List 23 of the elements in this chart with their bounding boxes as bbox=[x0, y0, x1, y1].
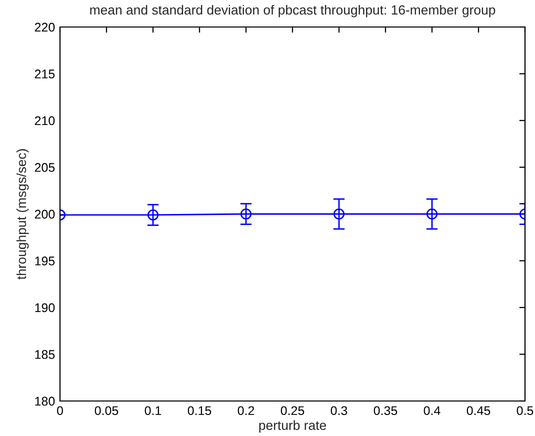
x-tick-label: 0.35 bbox=[374, 406, 398, 416]
x-tick-label: 0.25 bbox=[280, 406, 304, 416]
x-tick-label: 0.05 bbox=[94, 406, 118, 416]
x-tick-label: 0.15 bbox=[188, 406, 212, 416]
x-tick-label: 0.1 bbox=[144, 406, 162, 416]
y-tick-label: 190 bbox=[35, 303, 55, 312]
x-tick-label: 0.45 bbox=[466, 406, 490, 416]
x-tick-label: 0.5 bbox=[516, 406, 534, 416]
y-tick-label: 205 bbox=[34, 163, 55, 172]
y-axis-title: throughput (msgs/sec) bbox=[16, 149, 29, 280]
x-tick-label: 0.2 bbox=[238, 406, 254, 416]
x-axis-title: perturb rate bbox=[259, 420, 326, 433]
y-tick-label: 180 bbox=[35, 396, 55, 406]
y-tick-label: 200 bbox=[34, 210, 55, 219]
y-tick-label: 220 bbox=[34, 22, 55, 32]
x-tick-label: 0.3 bbox=[330, 406, 348, 416]
y-tick-label: 215 bbox=[34, 70, 55, 78]
y-tick-label: 185 bbox=[35, 350, 55, 359]
x-tick-label: 0 bbox=[57, 406, 63, 416]
y-tick-label: 210 bbox=[34, 116, 55, 126]
x-tick-label: 0.4 bbox=[424, 406, 440, 416]
y-tick-label: 195 bbox=[35, 256, 55, 266]
chart-title: mean and standard deviation of pbcast throughput: 16-member group bbox=[90, 4, 496, 18]
